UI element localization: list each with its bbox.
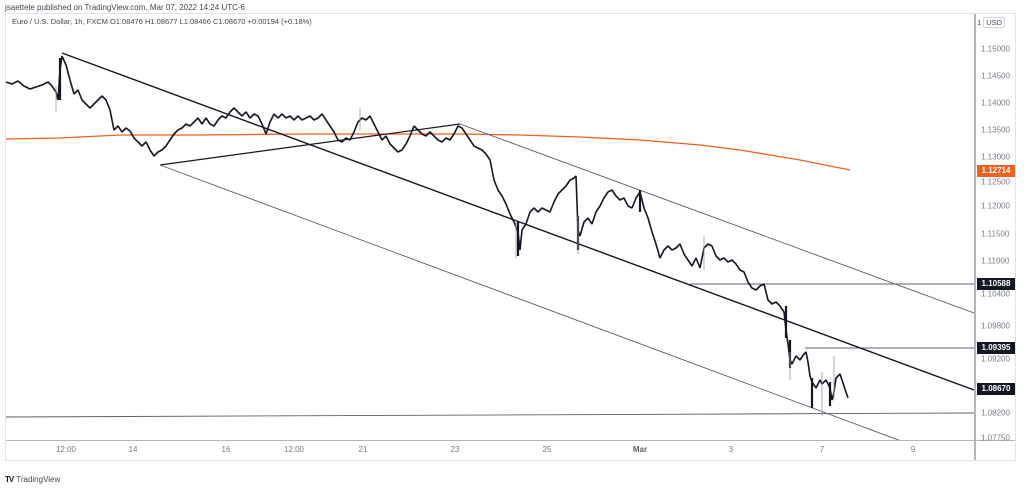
price-tick: 1.08200: [981, 408, 1010, 418]
price-tick: 1.12000: [981, 201, 1010, 211]
price-tick: 1.12500: [981, 177, 1010, 187]
price-tick: 1.07750: [981, 433, 1010, 443]
price-tick: 1.09200: [981, 354, 1010, 364]
last-price-label: 1.08670: [977, 383, 1015, 395]
price-tick: 1.10400: [981, 289, 1010, 299]
time-tick: 12:00: [55, 445, 77, 454]
chart-frame: [5, 13, 1016, 461]
rising-trendline: [159, 123, 461, 166]
time-tick: 16: [221, 445, 231, 454]
time-tick: 7: [819, 445, 825, 454]
chart-plot-area[interactable]: [6, 14, 974, 440]
time-tick: 12:00: [283, 445, 305, 454]
time-tick: 25: [542, 445, 552, 454]
price-axis-divider: [974, 14, 976, 460]
currency-selector[interactable]: 1 USD: [977, 17, 1006, 28]
currency-badge[interactable]: USD: [983, 17, 1006, 28]
publisher-line: jsaettele published on TradingView.com, …: [5, 3, 245, 12]
brand-name: TradingView: [16, 475, 61, 484]
channel-upper-line: [459, 123, 974, 314]
candle-bodies: [58, 58, 832, 408]
footer-branding: TV TradingView: [5, 475, 60, 484]
price-tick: 1.15000: [981, 44, 1010, 54]
time-tick: 3: [728, 445, 734, 454]
time-tick: 21: [358, 445, 368, 454]
price-candles: [6, 55, 849, 401]
moving-average-line: [6, 133, 851, 171]
time-tick: 23: [450, 445, 460, 454]
price-tick: 1.13000: [981, 152, 1010, 162]
price-tick: 1.11000: [981, 256, 1010, 266]
resistance-price-label: 1.10588: [977, 278, 1015, 290]
price-tick: 1.14500: [981, 71, 1010, 81]
symbol-legend: Euro / U.S. Dollar, 1h, FXCM O1.08476 H1…: [12, 17, 312, 26]
price-tick: 1.13500: [981, 125, 1010, 135]
descending-trendline: [61, 52, 974, 391]
price-tick: 1.14000: [981, 98, 1010, 108]
price-axis[interactable]: 1.15000 1.14500 1.14000 1.13500 1.13000 …: [976, 14, 1015, 443]
level-price-label: 1.09395: [977, 342, 1015, 354]
time-axis[interactable]: 12:00 14 16 12:00 21 23 25 Mar 3 7 9: [6, 441, 974, 460]
time-tick: 14: [128, 445, 138, 454]
candle-wicks: [55, 86, 835, 416]
channel-lower-line: [159, 164, 900, 440]
ma-price-label: 1.12714: [977, 165, 1015, 177]
support-horizontal-line: [6, 412, 974, 418]
tradingview-logo-icon: TV: [5, 475, 14, 484]
price-tick: 1.11500: [981, 229, 1010, 239]
time-tick: 9: [910, 445, 916, 454]
price-tick: 1.09800: [981, 321, 1010, 331]
price-chart-svg: [6, 52, 974, 440]
time-tick-month: Mar: [632, 445, 648, 454]
time-axis-divider: [6, 440, 1015, 441]
